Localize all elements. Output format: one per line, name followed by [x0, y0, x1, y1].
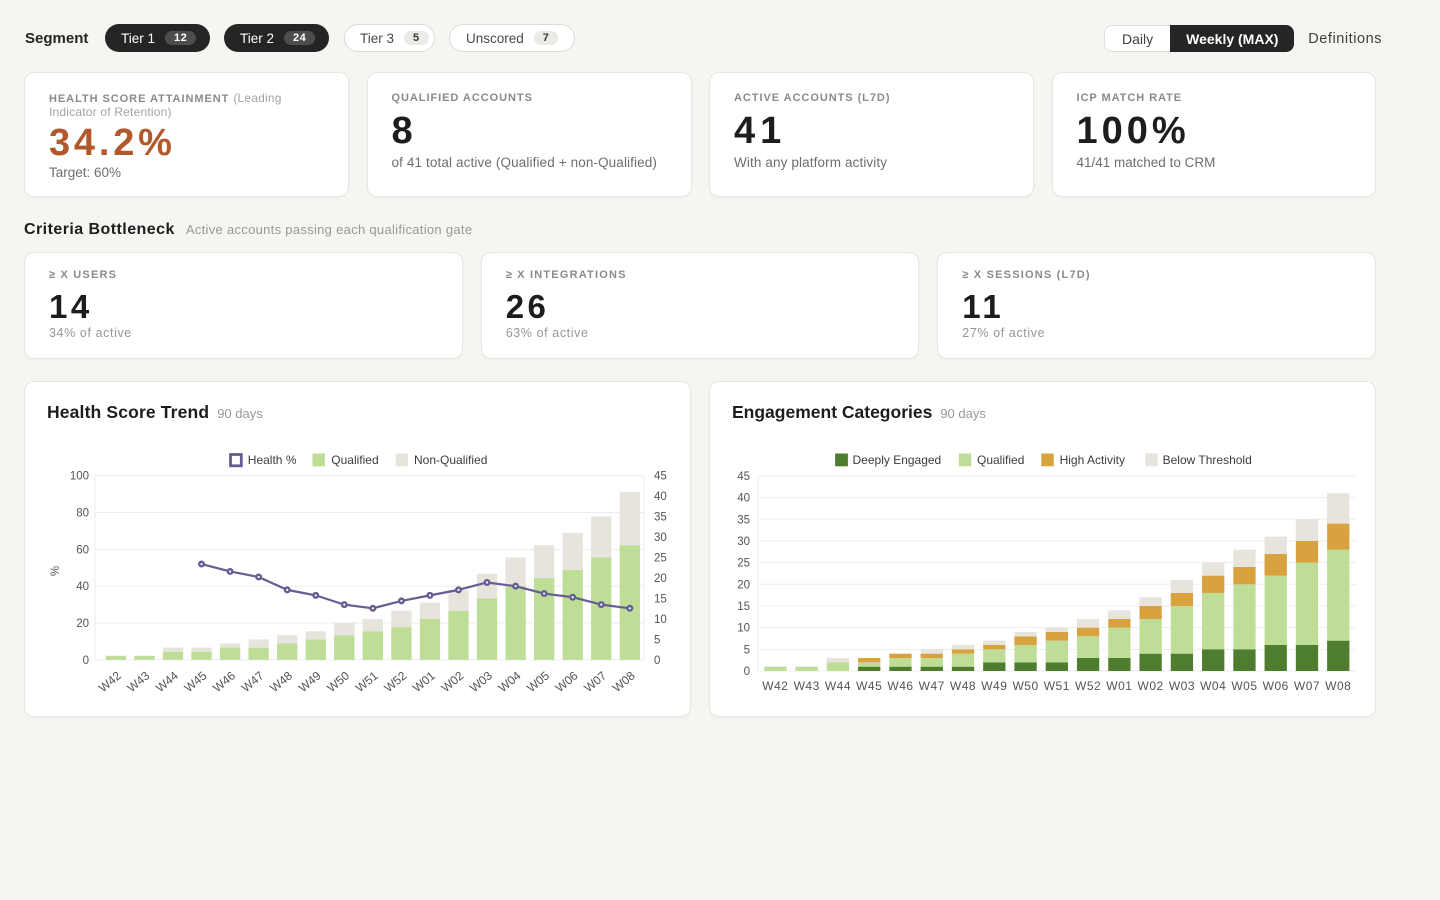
svg-text:20: 20 [737, 579, 750, 591]
svg-text:W50: W50 [1012, 679, 1038, 693]
svg-text:W05: W05 [524, 668, 552, 695]
svg-text:0: 0 [83, 655, 89, 667]
svg-text:W51: W51 [353, 668, 381, 695]
svg-text:W03: W03 [1169, 679, 1195, 693]
svg-text:W07: W07 [581, 668, 609, 695]
svg-text:W45: W45 [182, 668, 210, 695]
svg-text:W06: W06 [1263, 679, 1289, 693]
svg-text:W04: W04 [496, 668, 524, 695]
svg-text:W48: W48 [267, 668, 295, 695]
svg-text:5: 5 [744, 644, 750, 656]
svg-text:W08: W08 [1325, 679, 1351, 693]
svg-text:W51: W51 [1044, 679, 1070, 693]
svg-text:W50: W50 [324, 668, 352, 695]
svg-text:W42: W42 [96, 668, 124, 695]
svg-text:15: 15 [737, 601, 750, 613]
svg-text:45: 45 [654, 471, 667, 483]
svg-text:W48: W48 [950, 679, 976, 693]
svg-text:0: 0 [654, 655, 660, 667]
svg-text:25: 25 [654, 553, 667, 565]
svg-text:W47: W47 [919, 679, 945, 693]
svg-text:W01: W01 [1106, 679, 1132, 693]
svg-text:W02: W02 [1138, 679, 1164, 693]
svg-text:5: 5 [654, 634, 660, 646]
svg-text:100: 100 [70, 471, 89, 483]
svg-text:Qualified: Qualified [331, 453, 378, 467]
svg-text:45: 45 [737, 471, 750, 483]
svg-text:W03: W03 [467, 668, 495, 695]
svg-text:80: 80 [76, 507, 89, 519]
svg-text:W08: W08 [610, 668, 638, 695]
svg-text:W49: W49 [296, 668, 324, 695]
svg-text:Non-Qualified: Non-Qualified [414, 453, 487, 467]
svg-text:40: 40 [654, 491, 667, 503]
svg-text:10: 10 [737, 623, 750, 635]
svg-text:Deeply Engaged: Deeply Engaged [853, 453, 942, 467]
svg-text:W05: W05 [1231, 679, 1257, 693]
svg-text:30: 30 [737, 536, 750, 548]
svg-text:%: % [50, 566, 62, 576]
svg-text:W06: W06 [553, 668, 581, 695]
svg-text:W04: W04 [1200, 679, 1226, 693]
svg-text:W43: W43 [124, 668, 152, 695]
svg-text:W52: W52 [1075, 679, 1101, 693]
svg-text:Below Threshold: Below Threshold [1163, 453, 1252, 467]
svg-text:20: 20 [654, 573, 667, 585]
svg-text:35: 35 [654, 512, 667, 524]
svg-text:0: 0 [744, 666, 750, 678]
svg-text:W44: W44 [825, 679, 851, 693]
svg-text:30: 30 [654, 532, 667, 544]
svg-text:Health %: Health % [248, 453, 297, 467]
svg-text:W07: W07 [1294, 679, 1320, 693]
svg-text:40: 40 [737, 493, 750, 505]
svg-text:40: 40 [76, 581, 89, 593]
svg-text:W47: W47 [239, 668, 267, 695]
svg-text:W01: W01 [410, 668, 438, 695]
svg-text:W43: W43 [794, 679, 820, 693]
svg-text:W52: W52 [381, 668, 409, 695]
svg-text:Qualified: Qualified [977, 453, 1024, 467]
svg-text:35: 35 [737, 514, 750, 526]
svg-text:W45: W45 [856, 679, 882, 693]
svg-text:W46: W46 [210, 668, 238, 695]
svg-text:W46: W46 [887, 679, 913, 693]
svg-text:W44: W44 [153, 668, 181, 695]
svg-text:10: 10 [654, 614, 667, 626]
svg-text:W42: W42 [762, 679, 788, 693]
svg-text:High Activity: High Activity [1060, 453, 1125, 467]
svg-text:25: 25 [737, 558, 750, 570]
svg-text:15: 15 [654, 593, 667, 605]
svg-text:60: 60 [76, 544, 89, 556]
svg-text:20: 20 [76, 618, 89, 630]
svg-text:W02: W02 [439, 668, 467, 695]
svg-text:W49: W49 [981, 679, 1007, 693]
